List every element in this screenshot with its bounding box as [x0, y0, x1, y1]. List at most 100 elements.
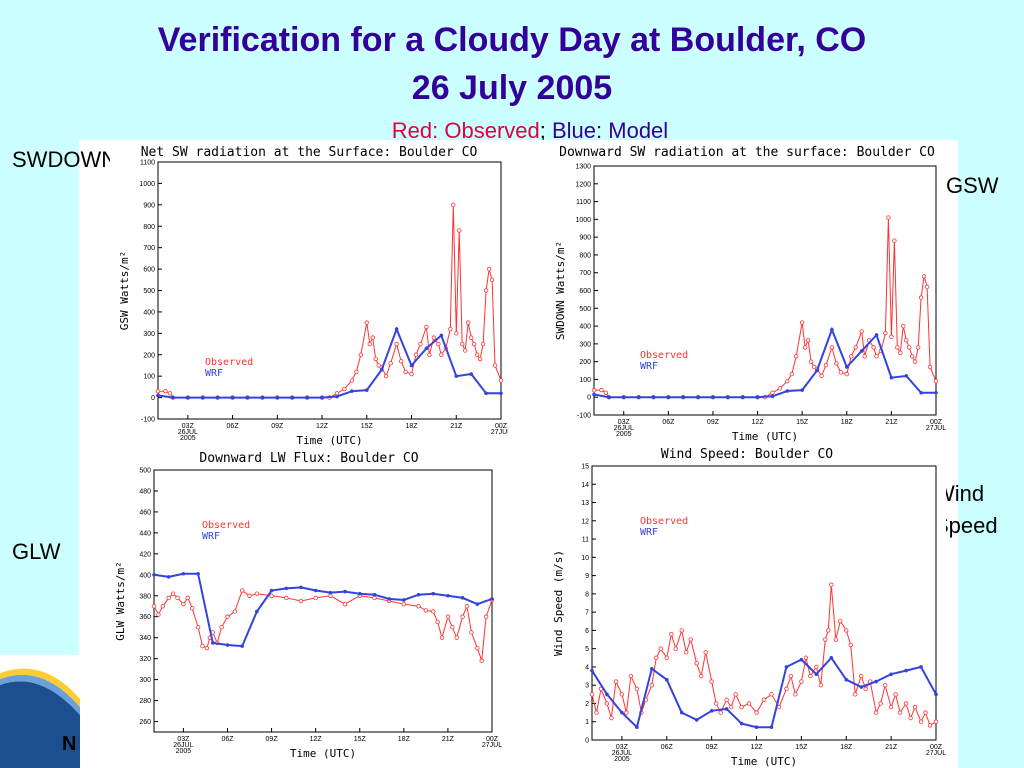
data-point-observed — [160, 604, 166, 609]
y-tick-label: 15 — [581, 464, 589, 471]
data-point-observed — [451, 202, 456, 208]
data-point-wrf — [874, 679, 878, 684]
legend-entry-observed: Observed — [640, 516, 688, 527]
x-tick-sublabel: 27JUL — [926, 425, 946, 432]
data-point-wrf — [785, 389, 790, 393]
y-axis-label: GLW Watts/m² — [114, 561, 127, 640]
data-point-wrf — [255, 609, 259, 614]
data-point-wrf — [320, 395, 324, 400]
data-point-observed — [604, 701, 610, 706]
data-point-wrf — [210, 641, 215, 645]
data-point-wrf — [372, 592, 377, 597]
data-point-wrf — [829, 656, 834, 660]
x-tick-label: 06Z — [661, 744, 674, 751]
data-point-observed — [878, 701, 883, 706]
data-point-observed — [156, 612, 161, 617]
data-point-wrf — [394, 327, 399, 331]
data-point-wrf — [724, 707, 729, 711]
subtitle-observed: Red: Observed — [391, 118, 540, 143]
data-point-observed — [155, 388, 161, 394]
data-point-observed — [883, 330, 888, 336]
y-tick-label: 0 — [587, 395, 591, 402]
data-point-observed — [313, 595, 318, 601]
data-point-observed — [826, 628, 831, 633]
data-point-observed — [450, 624, 455, 630]
y-tick-label: 900 — [143, 202, 155, 209]
data-point-wrf — [636, 395, 641, 400]
y-axis-label: Wind Speed (m/s) — [552, 550, 565, 656]
x-tick-label: 09Z — [707, 419, 720, 426]
data-point-wrf — [439, 333, 444, 338]
data-point-observed — [684, 650, 689, 655]
data-point-observed — [833, 637, 838, 642]
data-point-wrf — [934, 390, 938, 395]
x-tick-sublabel: 27JUL — [491, 429, 508, 436]
x-tick-label: 03Z — [182, 423, 195, 430]
data-point-observed — [354, 369, 359, 375]
chart-background — [110, 448, 508, 766]
y-tick-label: 100 — [579, 377, 591, 384]
data-point-observed — [927, 364, 933, 370]
data-point-observed — [739, 704, 744, 710]
x-tick-label: 21Z — [885, 744, 898, 751]
data-point-observed — [679, 628, 684, 633]
data-point-wrf — [726, 395, 730, 400]
data-point-observed — [803, 655, 809, 660]
data-point-wrf — [364, 388, 369, 392]
data-point-observed — [204, 645, 210, 651]
y-tick-label: 300 — [143, 331, 155, 338]
data-point-observed — [844, 628, 849, 633]
x-tick-label: 12Z — [750, 744, 763, 751]
data-point-observed — [599, 387, 604, 393]
data-point-observed — [859, 329, 864, 334]
data-point-observed — [844, 371, 849, 377]
data-point-observed — [167, 391, 173, 396]
data-point-wrf — [650, 666, 654, 671]
data-point-observed — [921, 274, 927, 279]
data-point-wrf — [754, 725, 759, 730]
data-point-observed — [439, 352, 444, 357]
data-point-wrf — [166, 575, 171, 579]
x-tick-label: 21Z — [450, 423, 463, 430]
data-point-wrf — [387, 597, 391, 601]
data-point-observed — [431, 609, 436, 614]
data-point-wrf — [592, 392, 596, 397]
y-tick-label: 1 — [585, 719, 589, 726]
plot-frame — [591, 465, 937, 741]
data-point-observed — [849, 354, 854, 359]
data-point-observed — [923, 710, 928, 715]
data-point-wrf — [305, 395, 309, 400]
subtitle-model: Blue: Model — [552, 118, 669, 143]
data-point-observed — [591, 387, 597, 393]
data-point-observed — [728, 704, 734, 710]
data-point-observed — [918, 719, 924, 724]
data-point-observed — [427, 352, 432, 357]
data-point-wrf — [784, 665, 789, 669]
data-point-observed — [195, 624, 201, 630]
data-point-observed — [483, 614, 489, 619]
data-point-observed — [489, 277, 495, 282]
data-point-wrf — [934, 692, 938, 697]
y-tick-label: 11 — [582, 537, 589, 544]
data-point-observed — [848, 642, 853, 648]
data-point-wrf — [416, 592, 421, 597]
data-point-observed — [819, 373, 824, 379]
x-tick-label: 12Z — [752, 419, 765, 426]
y-tick-label: -100 — [141, 417, 155, 424]
y-tick-label: 360 — [139, 614, 151, 621]
data-point-observed — [394, 341, 399, 347]
data-point-observed — [829, 345, 835, 350]
y-tick-label: 700 — [143, 245, 155, 252]
slide-title-line1: Verification for a Cloudy Day at Boulder… — [157, 21, 867, 59]
series-line-observed — [153, 589, 493, 661]
data-point-observed — [418, 341, 423, 347]
series-line-wrf — [591, 656, 937, 730]
chart-title: Downward SW radiation at the surface: Bo… — [559, 145, 935, 160]
data-point-wrf — [284, 586, 289, 591]
data-point-observed — [328, 593, 333, 598]
data-point-observed — [770, 390, 775, 395]
data-point-wrf — [664, 677, 669, 682]
data-point-observed — [799, 679, 804, 684]
data-point-observed — [163, 388, 168, 394]
data-point-observed — [474, 352, 480, 357]
